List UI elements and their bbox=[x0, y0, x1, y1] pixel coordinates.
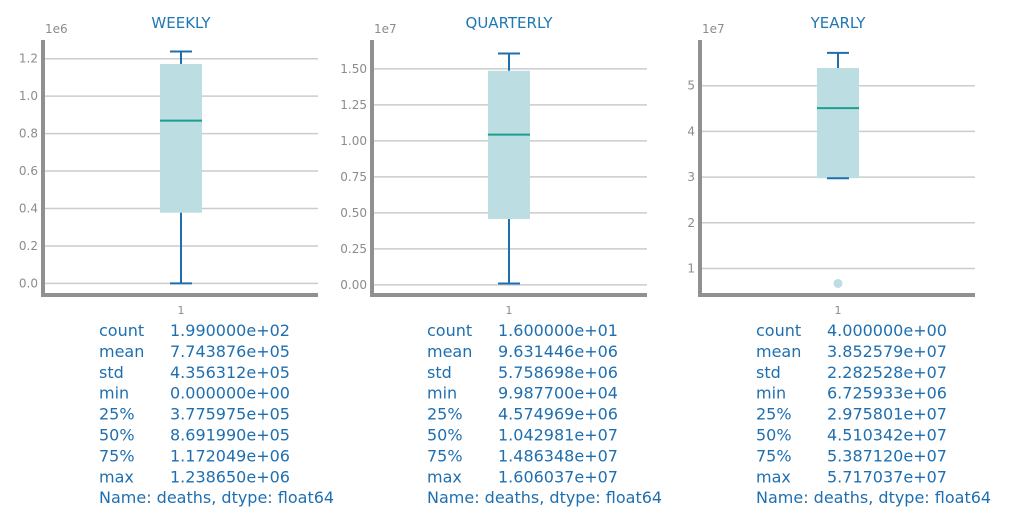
y-tick-label: 1.50 bbox=[340, 62, 367, 76]
stat-value: 1.600000e+01 bbox=[498, 321, 618, 340]
stat-value: 4.356312e+05 bbox=[170, 363, 290, 382]
stat-value: 4.574969e+06 bbox=[498, 405, 618, 424]
outlier-point bbox=[833, 278, 843, 288]
y-tick-label: 1.25 bbox=[340, 98, 367, 112]
stat-value: 1.238650e+06 bbox=[170, 467, 290, 486]
stats-footer: Name: deaths, dtype: float64 bbox=[99, 488, 334, 507]
stat-value: 7.743876e+05 bbox=[170, 342, 290, 361]
y-tick-label: 0.25 bbox=[340, 242, 367, 256]
stat-value: 0.000000e+00 bbox=[170, 384, 290, 403]
y-tick-label: 0.2 bbox=[19, 239, 38, 253]
stat-key: std bbox=[427, 363, 452, 382]
y-tick-label: 5 bbox=[687, 79, 695, 93]
x-tick-label: 1 bbox=[835, 304, 842, 317]
y-tick-label: 0.0 bbox=[19, 276, 38, 290]
chart-title: QUARTERLY bbox=[466, 14, 554, 32]
stat-value: 9.987700e+04 bbox=[498, 384, 618, 403]
chart-title: YEARLY bbox=[810, 14, 867, 32]
stat-value: 9.631446e+06 bbox=[498, 342, 618, 361]
chart-title: WEEKLY bbox=[151, 14, 211, 32]
x-tick-label: 1 bbox=[178, 304, 185, 317]
stat-key: 50% bbox=[99, 426, 135, 445]
stat-key: mean bbox=[427, 342, 472, 361]
y-tick-label: 1.0 bbox=[19, 89, 38, 103]
stat-value: 3.775975e+05 bbox=[170, 405, 290, 424]
stat-key: std bbox=[99, 363, 124, 382]
stat-key: min bbox=[756, 384, 786, 403]
axis-multiplier: 1e6 bbox=[45, 22, 68, 36]
stat-value: 1.606037e+07 bbox=[498, 467, 618, 486]
stat-key: max bbox=[99, 467, 134, 486]
stat-value: 5.387120e+07 bbox=[827, 446, 947, 465]
y-tick-label: 0.4 bbox=[19, 202, 38, 216]
y-tick-label: 4 bbox=[687, 124, 695, 138]
stat-key: min bbox=[427, 384, 457, 403]
stat-value: 2.282528e+07 bbox=[827, 363, 947, 382]
stat-key: 25% bbox=[99, 405, 135, 424]
stat-key: mean bbox=[99, 342, 144, 361]
stat-value: 1.172049e+06 bbox=[170, 446, 290, 465]
stat-value: 8.691990e+05 bbox=[170, 426, 290, 445]
y-tick-label: 0.6 bbox=[19, 164, 38, 178]
stat-value: 3.852579e+07 bbox=[827, 342, 947, 361]
y-tick-label: 1 bbox=[687, 261, 695, 275]
stat-key: std bbox=[756, 363, 781, 382]
y-tick-label: 2 bbox=[687, 216, 695, 230]
y-tick-label: 0.50 bbox=[340, 206, 367, 220]
stat-value: 5.758698e+06 bbox=[498, 363, 618, 382]
stat-key: max bbox=[756, 467, 791, 486]
stat-key: count bbox=[427, 321, 472, 340]
x-tick-label: 1 bbox=[506, 304, 513, 317]
stat-key: 50% bbox=[756, 426, 792, 445]
stat-value: 4.000000e+00 bbox=[827, 321, 947, 340]
stat-key: max bbox=[427, 467, 462, 486]
stat-value: 6.725933e+06 bbox=[827, 384, 947, 403]
y-tick-label: 1.00 bbox=[340, 134, 367, 148]
stat-value: 1.042981e+07 bbox=[498, 426, 618, 445]
y-tick-label: 0.75 bbox=[340, 170, 367, 184]
stats-footer: Name: deaths, dtype: float64 bbox=[427, 488, 662, 507]
stat-key: 75% bbox=[99, 446, 135, 465]
stat-key: 25% bbox=[427, 405, 463, 424]
stat-key: 25% bbox=[756, 405, 792, 424]
y-tick-label: 1.2 bbox=[19, 52, 38, 66]
stat-value: 1.486348e+07 bbox=[498, 446, 618, 465]
stats-footer: Name: deaths, dtype: float64 bbox=[756, 488, 991, 507]
box-iqr bbox=[817, 68, 859, 179]
y-tick-label: 0.8 bbox=[19, 127, 38, 141]
stat-value: 4.510342e+07 bbox=[827, 426, 947, 445]
stat-key: count bbox=[99, 321, 144, 340]
stat-value: 5.717037e+07 bbox=[827, 467, 947, 486]
axis-multiplier: 1e7 bbox=[374, 22, 397, 36]
stat-key: count bbox=[756, 321, 801, 340]
stat-key: mean bbox=[756, 342, 801, 361]
stat-key: min bbox=[99, 384, 129, 403]
box-iqr bbox=[160, 63, 202, 213]
stat-key: 75% bbox=[427, 446, 463, 465]
y-tick-label: 0.00 bbox=[340, 278, 367, 292]
y-tick-label: 3 bbox=[687, 170, 695, 184]
box-iqr bbox=[488, 70, 530, 220]
stat-value: 2.975801e+07 bbox=[827, 405, 947, 424]
axis-multiplier: 1e7 bbox=[702, 22, 725, 36]
stat-key: 50% bbox=[427, 426, 463, 445]
stat-value: 1.990000e+02 bbox=[170, 321, 290, 340]
stat-key: 75% bbox=[756, 446, 792, 465]
